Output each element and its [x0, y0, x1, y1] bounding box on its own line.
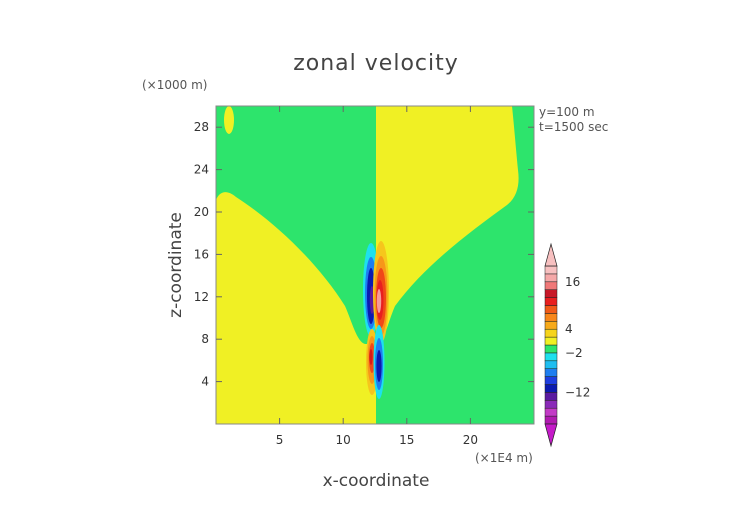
colorbar-swatch [544, 415, 558, 425]
lower-negative-cell [373, 325, 385, 399]
colorbar-tick-label: 4 [565, 322, 573, 336]
upper-positive-cell [373, 241, 389, 343]
colorbar: 16 4 −2 −12 [544, 242, 590, 448]
plot-area [216, 106, 534, 424]
plot-frame [215, 105, 535, 425]
y-tick-label: 24 [194, 163, 209, 177]
colorbar-swatch [544, 376, 558, 385]
y-tick-label: 12 [194, 290, 209, 304]
x-tick-label: 10 [336, 433, 351, 447]
colorbar-swatch [544, 368, 558, 377]
colorbar-swatch [544, 273, 558, 283]
top-left-feature [224, 106, 234, 134]
colorbar-swatch [544, 352, 558, 362]
y-tick-label: 20 [194, 205, 209, 219]
annotation-t: t=1500 sec [539, 120, 608, 134]
colorbar-swatch [544, 328, 558, 338]
colorbar-swatch [544, 336, 558, 346]
v-wedge-right [376, 106, 534, 424]
x-tick-label: 20 [463, 433, 478, 447]
colorbar-swatch [544, 313, 558, 322]
y-axis-title: z-coordinate [166, 212, 186, 318]
axis-ticks: 5 10 15 20 4 8 12 16 20 24 28 [194, 106, 534, 447]
x-tick-label: 5 [276, 433, 284, 447]
v-wedge-left [216, 192, 376, 424]
colorbar-swatch [544, 392, 558, 401]
colorbar-swatch [544, 305, 558, 314]
x-tick-label: 15 [399, 433, 414, 447]
annotation-y: y=100 m [539, 105, 595, 119]
colorbar-swatch [544, 297, 558, 306]
colorbar-swatch [544, 265, 558, 275]
colorbar-swatch [544, 321, 558, 330]
y-tick-label: 4 [201, 375, 209, 389]
colorbar-swatch [544, 289, 558, 298]
colorbar-swatch [544, 400, 558, 409]
colorbar-swatch [544, 344, 558, 354]
colorbar-extend-max [544, 242, 558, 267]
x-axis-unit: (×1E4 m) [475, 451, 533, 465]
y-tick-label: 16 [194, 247, 209, 261]
colorbar-tick-label: −12 [565, 385, 590, 399]
colorbar-swatch [544, 407, 558, 417]
chart-title: zonal velocity [293, 51, 459, 76]
x-axis-title: x-coordinate [323, 471, 430, 491]
colorbar-tick-label: −2 [565, 346, 583, 360]
y-axis-unit: (×1000 m) [142, 78, 207, 92]
colorbar-tick-label: 16 [565, 275, 580, 289]
colorbar-swatch [544, 360, 558, 369]
colorbar-extend-min [544, 423, 558, 448]
y-tick-label: 28 [194, 120, 209, 134]
y-tick-label: 8 [201, 332, 209, 346]
colorbar-swatch [544, 281, 558, 290]
colorbar-swatch [544, 384, 558, 393]
